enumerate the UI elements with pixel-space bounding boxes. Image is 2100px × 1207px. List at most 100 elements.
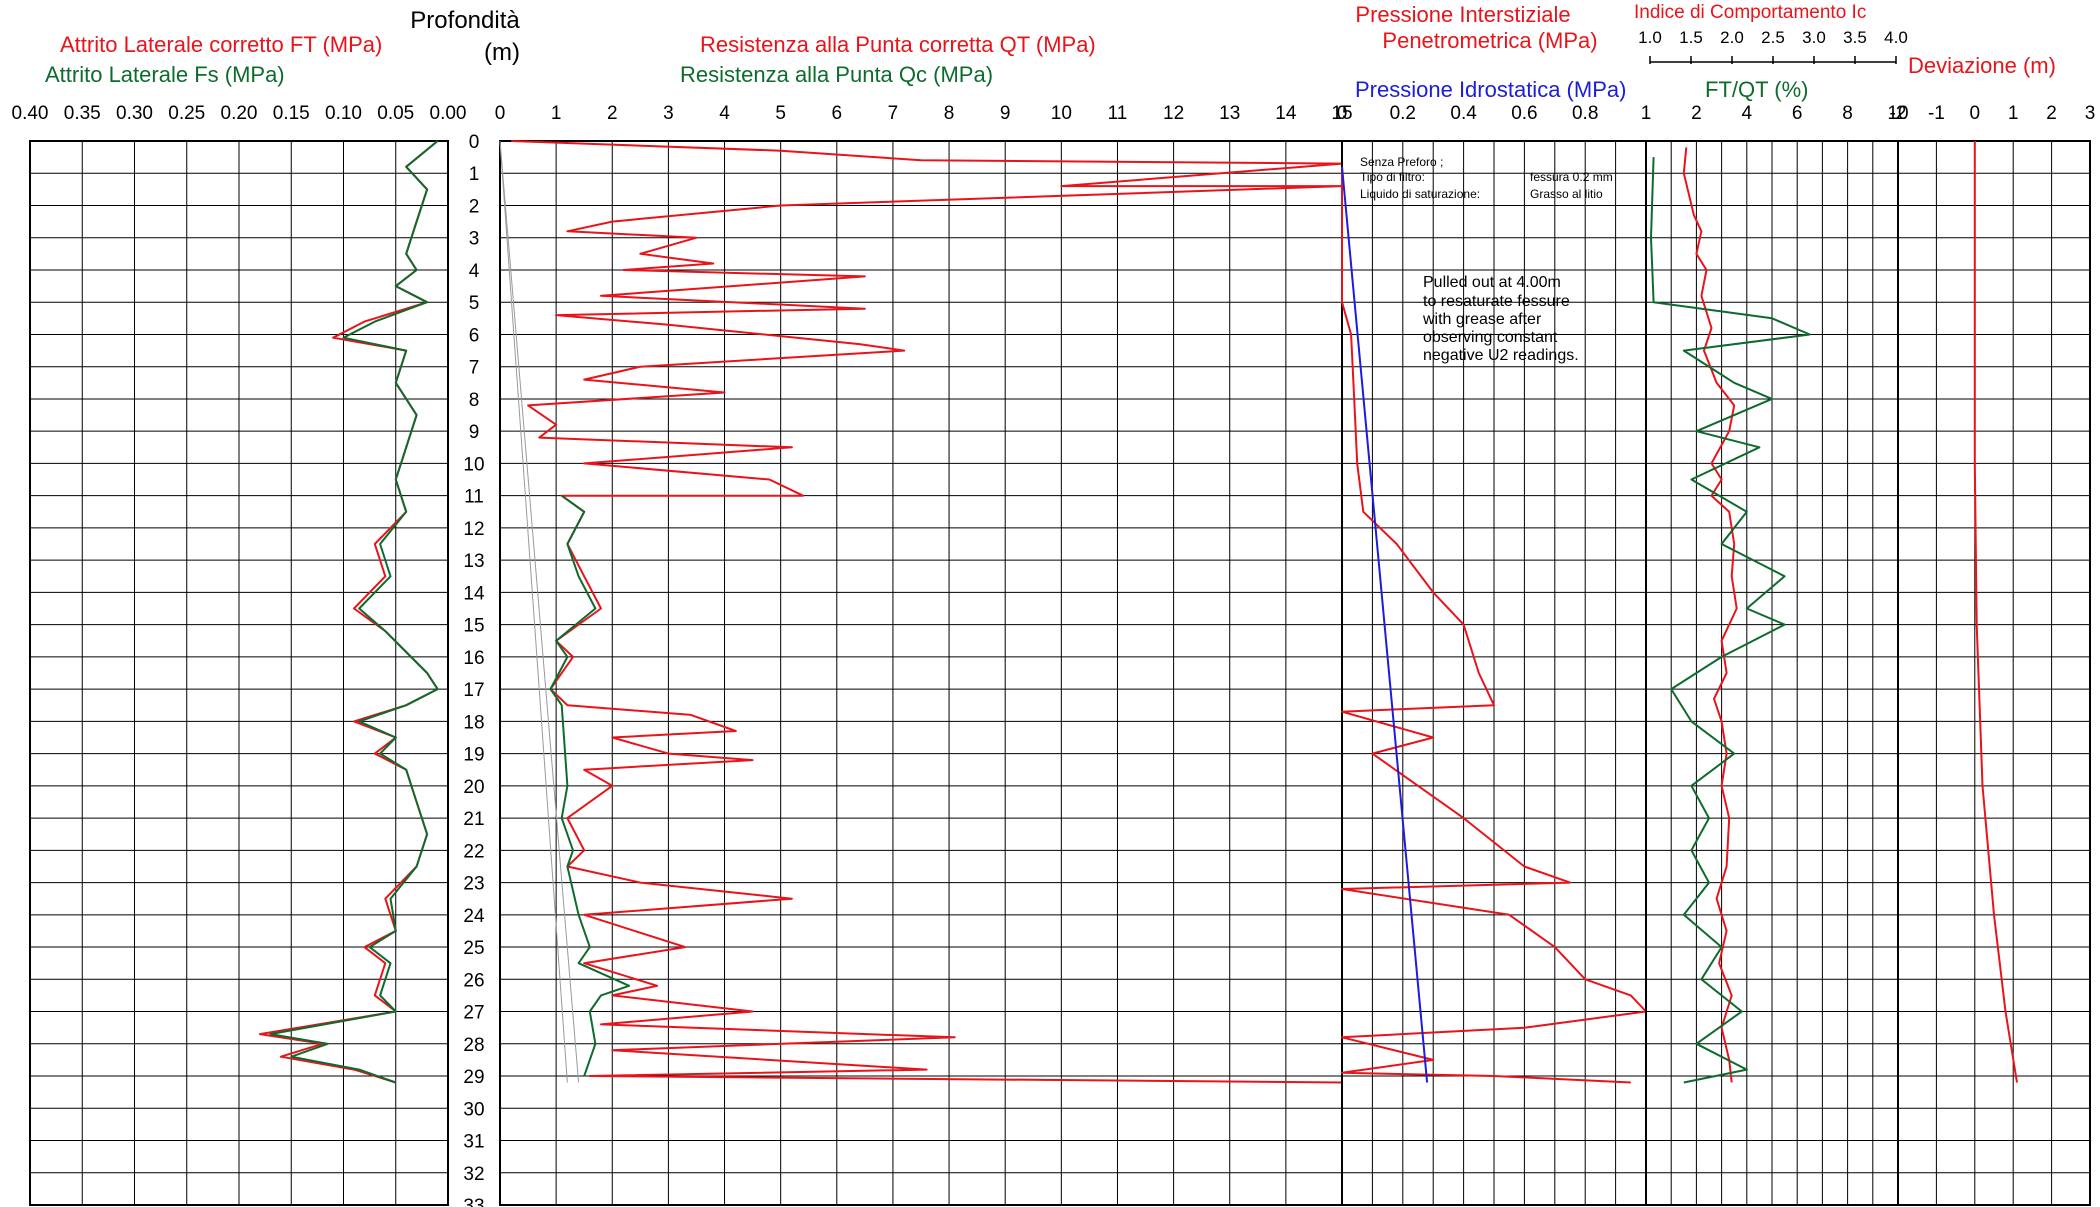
x-tick-label: 0.4 xyxy=(1450,103,1477,124)
x-tick-label: 0.05 xyxy=(377,103,414,124)
depth-tick-label: 3 xyxy=(469,229,480,250)
x-tick-label: 0.25 xyxy=(168,103,205,124)
ic-tick-label: 4.0 xyxy=(1884,28,1908,47)
depth-tick-label: 5 xyxy=(469,293,480,314)
x-tick-label: 4 xyxy=(719,103,730,124)
x-tick-label: 10 xyxy=(1887,103,1908,124)
series-line-pressione-interstiziale-penetrometrica-mpa xyxy=(1341,166,1647,1084)
reference-line xyxy=(499,140,568,1083)
depth-unit: (m) xyxy=(484,39,520,66)
series-line-resistenza-alla-punta-qc-mpa xyxy=(549,494,631,1077)
x-tick-label: 6 xyxy=(1792,103,1803,124)
depth-tick-label: 4 xyxy=(469,261,480,282)
x-tick-label: 0.10 xyxy=(325,103,362,124)
x-tick-label: 13 xyxy=(1219,103,1240,124)
depth-tick-label: 9 xyxy=(469,422,480,443)
x-tick-label: 0 xyxy=(1337,103,1348,124)
x-tick-label: 0.30 xyxy=(116,103,153,124)
friction-panel: 0.40 0.35 0.30 0.25 0.20 0.15 0.10 0.05 0.00 xyxy=(12,103,467,1206)
ic-tick-label: 3.0 xyxy=(1802,28,1826,47)
remark-line-4: observing constant xyxy=(1423,329,1558,346)
u0-title: Pressione Idrostatica (MPa) xyxy=(1355,77,1626,102)
qt-title: Resistenza alla Punta corretta QT (MPa) xyxy=(700,32,1096,57)
u2-title-2: Penetrometrica (MPa) xyxy=(1382,28,1597,53)
x-tick-label: 2 xyxy=(607,103,618,124)
x-tick-label: 1 xyxy=(2008,103,2019,124)
x-tick-label: -2 xyxy=(1890,103,1907,124)
depth-tick-label: 27 xyxy=(463,1003,484,1024)
depth-tick-label: 32 xyxy=(463,1164,484,1185)
x-tick-label: 0.15 xyxy=(273,103,310,124)
behaviour-index-panel: 2 4 6 8 10 1.0 1.5 2.0 2.5 3.0 3.5 4.0 xyxy=(1638,28,1909,1206)
x-tick-label: 15 xyxy=(1331,103,1352,124)
x-tick-label: 0.8 xyxy=(1572,103,1598,124)
depth-tick-label: 12 xyxy=(463,519,484,540)
depth-tick-label: 19 xyxy=(463,745,484,766)
ic-tick-label: 3.5 xyxy=(1843,28,1867,47)
panel-frame xyxy=(29,140,449,1206)
series-line-deviazione-m xyxy=(1973,141,2018,1083)
x-tick-label: 12 xyxy=(1163,103,1184,124)
ft-title: Attrito Laterale corretto FT (MPa) xyxy=(60,32,382,57)
x-tick-label: 8 xyxy=(944,103,955,124)
x-tick-label: 0.00 xyxy=(430,103,467,124)
depth-tick-label: 1 xyxy=(469,164,480,185)
depth-tick-label: 25 xyxy=(463,938,484,959)
x-tick-label: 0.35 xyxy=(64,103,101,124)
depth-tick-label: 14 xyxy=(463,583,485,604)
x-tick-label: 9 xyxy=(1000,103,1011,124)
panel-frame xyxy=(499,140,1343,1206)
note-line-3-value: Grasso al litio xyxy=(1530,187,1603,201)
note-line-2-label: Tipo di filtro: xyxy=(1360,170,1425,184)
dev-title: Deviazione (m) xyxy=(1908,53,2056,78)
x-tick-label: 2 xyxy=(1691,103,1702,124)
x-tick-label: 6 xyxy=(832,103,843,124)
depth-tick-label: 24 xyxy=(463,906,485,927)
x-tick-label: 3 xyxy=(663,103,674,124)
series-line-attrito-laterale-fs-mpa xyxy=(269,140,439,1084)
remark-line-3: with grease after xyxy=(1422,311,1542,328)
x-tick-label: 7 xyxy=(888,103,899,124)
ic-tick-label: 1.5 xyxy=(1679,28,1703,47)
depth-tick-label: 30 xyxy=(463,1099,484,1120)
note-line-2-value: fessura 0.2 mm xyxy=(1530,170,1613,184)
note-line-1: Senza Preforo ; xyxy=(1360,155,1443,169)
x-tick-label: 1 xyxy=(551,103,562,124)
ic-title: Indice di Comportamento Ic xyxy=(1634,2,1866,23)
x-tick-label: 14 xyxy=(1275,103,1297,124)
x-tick-label: 1 xyxy=(1641,103,1652,124)
remark-line-5: negative U2 readings. xyxy=(1423,347,1579,364)
depth-tick-label: 17 xyxy=(463,680,484,701)
depth-tick-label: 11 xyxy=(464,487,484,508)
pore-pressure-panel: 0 0.2 0.4 0.6 0.8 1 xyxy=(1337,103,1652,1206)
remark-line-2: to resaturate fessure xyxy=(1423,293,1570,310)
x-tick-label: 0.6 xyxy=(1511,103,1537,124)
x-tick-label: 3 xyxy=(2085,103,2096,124)
depth-tick-label: 31 xyxy=(463,1132,484,1153)
x-tick-label: 5 xyxy=(775,103,786,124)
depth-axis: 0123456789101112131415161718192021222324… xyxy=(463,132,485,1207)
x-tick-label: 4 xyxy=(1742,103,1753,124)
depth-tick-label: 15 xyxy=(463,616,484,637)
x-tick-label: 0.2 xyxy=(1390,103,1416,124)
depth-tick-label: 21 xyxy=(463,809,484,830)
depth-tick-label: 7 xyxy=(469,358,480,379)
depth-tick-label: 6 xyxy=(469,325,480,346)
depth-tick-label: 33 xyxy=(463,1196,484,1207)
depth-tick-label: 18 xyxy=(463,712,484,733)
ic-tick-label: 2.0 xyxy=(1720,28,1744,47)
depth-tick-label: 22 xyxy=(463,841,484,862)
depth-tick-label: 16 xyxy=(463,648,484,669)
depth-tick-label: 29 xyxy=(463,1067,484,1088)
panel-frame xyxy=(1897,140,2091,1206)
ic-tick-label: 2.5 xyxy=(1761,28,1785,47)
reference-line xyxy=(499,140,580,1083)
note-line-3-label: Liquido di saturazione: xyxy=(1360,187,1480,201)
deviation-panel: -2 -1 0 1 2 3 xyxy=(1890,103,2096,1206)
series-line-attrito-laterale-corretto-ft-mpa xyxy=(258,140,439,1084)
ic-tick-label: 1.0 xyxy=(1638,28,1662,47)
depth-tick-label: 2 xyxy=(469,196,480,217)
depth-title: Profondità xyxy=(410,7,520,34)
depth-tick-label: 10 xyxy=(463,454,484,475)
